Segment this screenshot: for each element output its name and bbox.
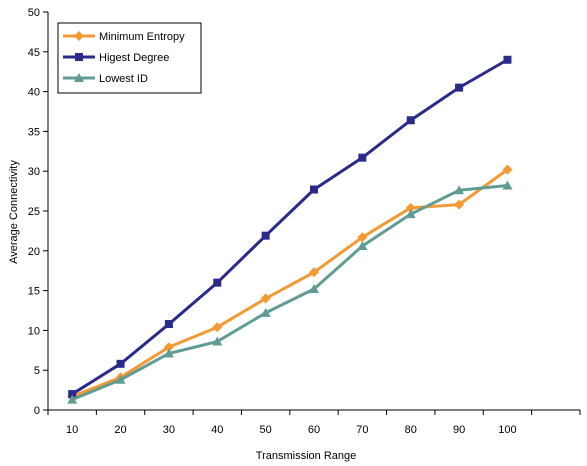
- x-tick-label: 50: [260, 424, 272, 436]
- legend-label: Higest Degree: [99, 52, 169, 64]
- y-tick-label: 15: [28, 286, 40, 298]
- y-tick-label: 10: [28, 325, 40, 337]
- x-axis-title: Transmission Range: [256, 450, 356, 462]
- x-tick-label: 20: [114, 424, 126, 436]
- y-tick-label: 0: [34, 405, 40, 417]
- series-higest-degree: [68, 55, 512, 399]
- data-point: [163, 342, 174, 353]
- legend-marker: [74, 31, 84, 41]
- data-point: [502, 180, 513, 190]
- series-layer: [67, 55, 513, 404]
- data-point: [454, 185, 465, 195]
- legend-item: Higest Degree: [63, 52, 169, 64]
- legend-label: Minimum Entropy: [99, 31, 185, 43]
- data-point: [406, 116, 415, 125]
- series-line: [71, 168, 509, 398]
- y-tick-label: 50: [28, 7, 40, 19]
- data-point: [357, 241, 368, 251]
- data-point: [213, 278, 222, 287]
- data-point: [405, 209, 416, 219]
- series-lowest-id: [67, 180, 513, 404]
- data-point: [309, 284, 319, 294]
- data-point: [67, 394, 78, 404]
- data-point: [358, 153, 367, 162]
- data-point: [68, 390, 77, 399]
- y-axis-title: Average Connectivity: [8, 160, 20, 264]
- data-point: [212, 322, 223, 333]
- legend-item: Lowest ID: [63, 73, 148, 85]
- data-point: [503, 55, 512, 64]
- data-point: [115, 374, 126, 384]
- data-point: [260, 293, 271, 304]
- data-point: [405, 202, 416, 213]
- legend-marker: [75, 53, 83, 61]
- y-tick-label: 5: [34, 365, 40, 377]
- data-point: [212, 336, 223, 346]
- data-point: [260, 307, 271, 317]
- x-tick-label: 40: [211, 424, 223, 436]
- data-point: [357, 232, 368, 243]
- x-tick-label: 60: [308, 424, 320, 436]
- x-tick-label: 10: [66, 424, 78, 436]
- legend-marker: [74, 73, 84, 82]
- data-point: [164, 320, 173, 329]
- x-tick-label: 30: [163, 424, 175, 436]
- data-point: [116, 359, 125, 368]
- data-point: [502, 164, 513, 175]
- legend-label: Lowest ID: [99, 73, 148, 85]
- x-tick-label: 100: [498, 424, 516, 436]
- data-point: [310, 185, 318, 194]
- axes: 0 5 10 15 20 25 30 35 40 45 50 10 20 30 40 50 60 70 80 90 10…: [28, 7, 581, 436]
- y-tick-label: 40: [28, 87, 40, 99]
- data-point: [455, 83, 464, 92]
- y-tick-label: 30: [28, 166, 40, 178]
- series-line: [71, 58, 509, 396]
- legend-item: Minimum Entropy: [63, 31, 185, 43]
- y-tick-label: 20: [28, 246, 40, 258]
- y-tick-label: 25: [28, 206, 40, 218]
- y-tick-label: 45: [28, 47, 40, 59]
- series-line: [71, 184, 508, 402]
- x-tick-label: 70: [356, 424, 368, 436]
- series-minimum-entropy: [67, 164, 513, 402]
- y-tick-label: 35: [28, 126, 40, 138]
- data-point: [454, 199, 465, 210]
- x-tick-label: 90: [453, 424, 465, 436]
- data-point: [261, 231, 270, 240]
- x-tick-label: 80: [405, 424, 417, 436]
- data-point: [163, 348, 174, 358]
- legend: Minimum Entropy Higest Degree Lowest ID: [57, 22, 202, 94]
- data-point: [309, 267, 319, 278]
